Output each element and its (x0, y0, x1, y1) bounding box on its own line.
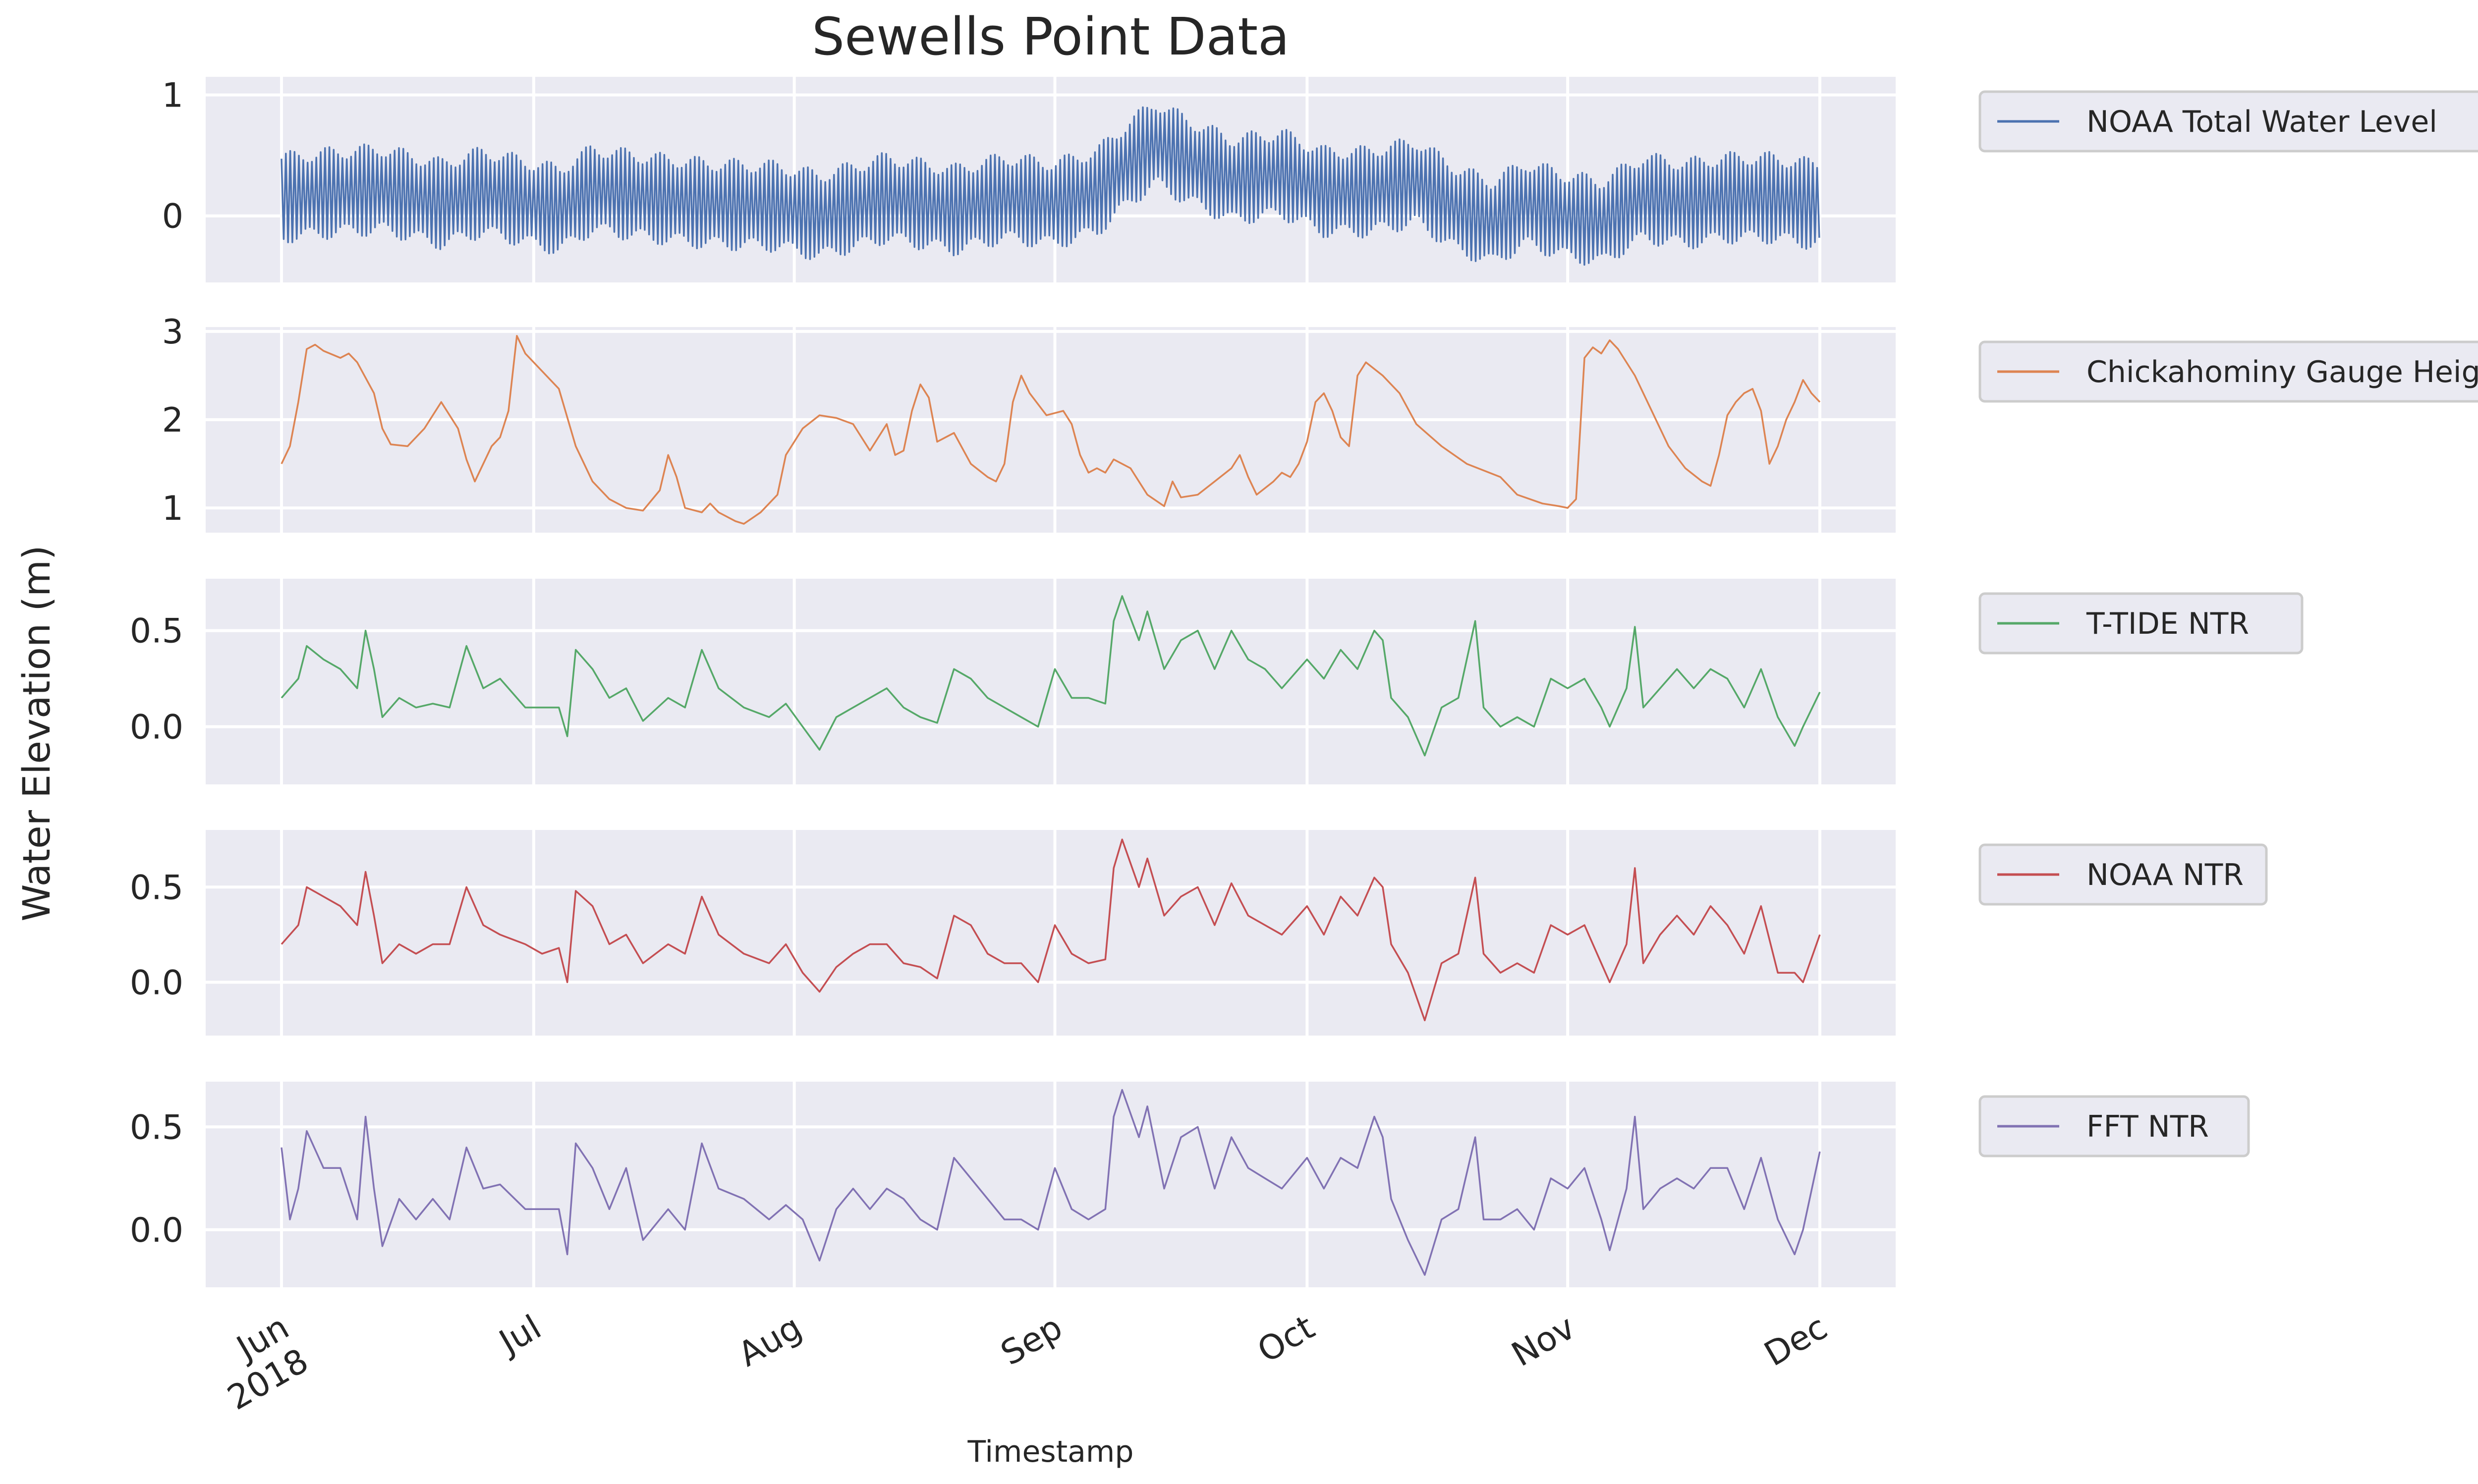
y-tick-label: 3 (162, 313, 183, 352)
y-tick-label: 1 (162, 489, 183, 528)
panel-4: 0.0 0.5 NOAA NTR (130, 830, 2268, 1036)
y-tick-label: 1 (162, 76, 183, 115)
x-tick-label: Jul (491, 1308, 548, 1363)
y-tick-label: 0.5 (130, 1108, 183, 1147)
panel-background (206, 830, 1896, 1036)
y-tick-label: 0.0 (130, 708, 183, 747)
y-tick-label: 0.0 (130, 1211, 183, 1250)
y-tick-label: 0 (162, 197, 183, 236)
panel-1: 0 1 NOAA Total Water Level (162, 76, 2478, 282)
legend: Chickahominy Gauge Height (1978, 340, 2478, 403)
series-line (281, 595, 1821, 757)
legend: FFT NTR (1978, 1095, 2250, 1157)
legend-box (1978, 340, 2478, 403)
panel-background (206, 327, 1896, 533)
series-line (281, 838, 1821, 1022)
legend-label: NOAA NTR (2086, 858, 2244, 892)
series-line (281, 106, 1820, 266)
x-tick-label: Dec (1758, 1308, 1834, 1374)
legend-box (1978, 843, 2268, 906)
series-line (281, 1089, 1821, 1276)
panel-3: 0.0 0.5 T-TIDE NTR (130, 579, 2304, 784)
legend-label: FFT NTR (2086, 1109, 2209, 1144)
x-tick-label: Oct (1251, 1308, 1321, 1371)
x-tick-label: Sep (994, 1308, 1069, 1374)
legend: T-TIDE NTR (1978, 592, 2304, 655)
legend-box (1978, 1095, 2250, 1157)
panel-2: 1 2 3 Chickahominy Gauge Height (162, 313, 2478, 533)
panel-5: 0.0 0.5 FFT NTR (130, 1082, 2250, 1287)
legend-box (1978, 592, 2304, 655)
x-tick-labels: Jun2018 Jul Aug Sep Oct Nov Dec (202, 1308, 1834, 1418)
legend: NOAA Total Water Level (1978, 90, 2478, 153)
chart-title: Sewells Point Data (812, 6, 1290, 67)
y-tick-label: 0.5 (130, 868, 183, 907)
y-tick-label: 2 (162, 401, 183, 440)
legend-label: T-TIDE NTR (2086, 606, 2249, 641)
chart-panels: 0 1 NOAA Total Water Level 1 2 3 Chickahominy … (130, 76, 2478, 1287)
x-tick-label: Nov (1505, 1308, 1581, 1374)
x-tick-label: Aug (732, 1308, 808, 1374)
y-tick-label: 0.5 (130, 612, 183, 651)
x-tick-label: Jun2018 (202, 1308, 315, 1418)
legend-box (1978, 90, 2478, 153)
legend-label: NOAA Total Water Level (2086, 105, 2437, 139)
y-tick-label: 0.0 (130, 963, 183, 1002)
series-line (281, 335, 1821, 525)
x-axis-label: Timestamp (967, 1434, 1134, 1469)
y-axis-label: Water Elevation (m) (14, 545, 58, 921)
legend-label: Chickahominy Gauge Height (2086, 355, 2478, 389)
legend: NOAA NTR (1978, 843, 2268, 906)
